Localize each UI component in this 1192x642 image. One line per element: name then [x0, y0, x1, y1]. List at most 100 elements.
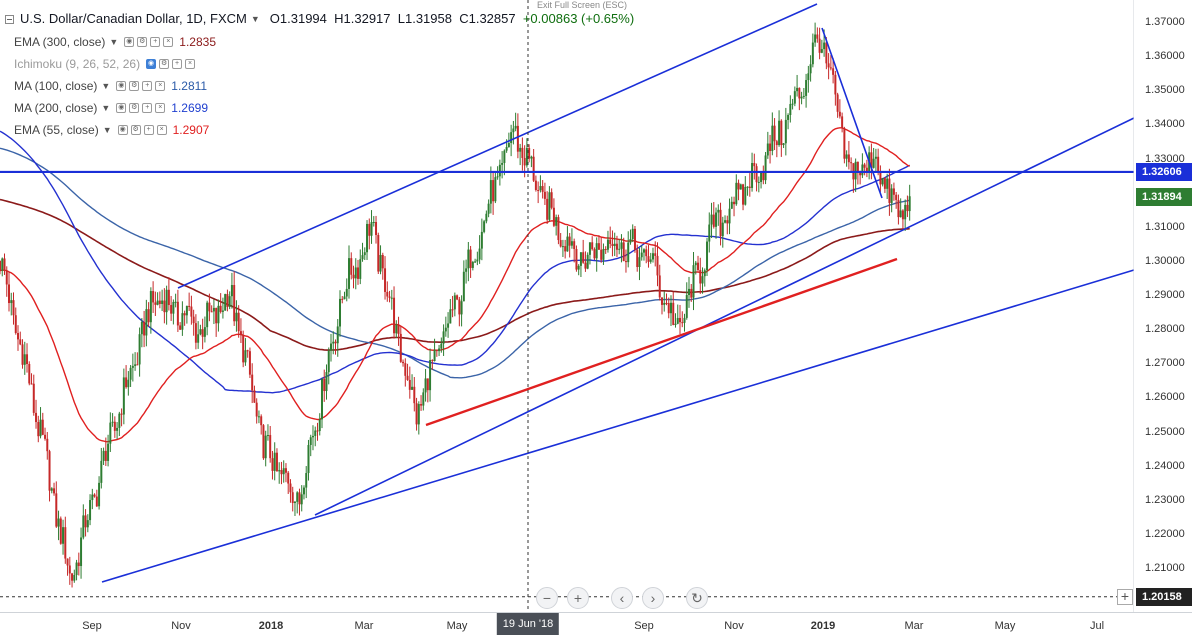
crosshair-price-label: 1.20158	[1136, 588, 1192, 606]
candle-body	[136, 364, 139, 366]
reset-chart-button[interactable]: ↻	[686, 587, 708, 609]
candle-body	[73, 575, 76, 581]
chevron-down-icon[interactable]: ▼	[101, 103, 111, 113]
settings-icon[interactable]: ⚙	[130, 125, 141, 135]
candle-body	[354, 267, 357, 279]
candle-body	[543, 191, 546, 199]
settings-icon[interactable]: ⚙	[159, 59, 170, 69]
indicator-label[interactable]: MA (100, close)	[14, 79, 98, 93]
close-icon[interactable]: ×	[155, 103, 166, 113]
candle-body	[510, 132, 513, 143]
candle-body	[370, 222, 373, 236]
candle-body	[487, 203, 490, 214]
close-icon[interactable]: ×	[155, 81, 166, 91]
indicator-label[interactable]: EMA (300, close)	[14, 35, 106, 49]
candle-body	[573, 241, 576, 250]
eye-icon[interactable]: ◉	[117, 125, 128, 135]
candle-body	[467, 249, 470, 269]
settings-icon[interactable]: ⚙	[129, 103, 140, 113]
candle-body	[208, 302, 211, 312]
hidden-eye-icon[interactable]: ◉	[146, 59, 157, 69]
settings-icon[interactable]: ⚙	[137, 37, 148, 47]
more-icon[interactable]: +	[150, 37, 161, 47]
price-tick-label: 1.29000	[1145, 289, 1185, 301]
candle-body	[210, 311, 213, 313]
chevron-down-icon[interactable]: ▼	[109, 37, 119, 47]
candle-body	[566, 236, 569, 252]
scroll-right-button[interactable]: ›	[642, 587, 664, 609]
settings-icon[interactable]: ⚙	[129, 81, 140, 91]
candle-body	[681, 322, 684, 324]
indicator-row-ma200: MA (200, close) ▼ ◉ ⚙ + × 1.2699	[0, 99, 208, 117]
price-axis[interactable]	[1134, 0, 1192, 612]
more-icon[interactable]: +	[142, 81, 153, 91]
symbol-title[interactable]: U.S. Dollar/Canadian Dollar, 1D, FXCM	[20, 11, 247, 26]
candle-body	[201, 329, 204, 337]
candle-body	[706, 241, 709, 271]
candle-body	[805, 80, 808, 96]
candle-body	[147, 309, 150, 323]
candle-body	[498, 164, 501, 177]
candle-body	[465, 268, 468, 272]
candle-body	[847, 154, 850, 163]
candle-body	[710, 214, 713, 225]
close-icon[interactable]: ×	[156, 125, 167, 135]
candle-body	[35, 412, 38, 423]
candle-body	[359, 259, 362, 279]
candle-body	[478, 248, 481, 260]
candle-body	[802, 95, 805, 97]
candle-body	[627, 242, 630, 263]
chevron-down-icon[interactable]: ▼	[250, 14, 260, 24]
candle-body	[23, 354, 26, 365]
support-trendline	[314, 117, 1135, 516]
candle-body	[152, 291, 155, 303]
zoom-out-button[interactable]: −	[536, 587, 558, 609]
candle-body	[316, 430, 319, 432]
eye-icon[interactable]: ◉	[116, 103, 127, 113]
close-icon[interactable]: ×	[185, 59, 196, 69]
candle-body	[215, 307, 218, 324]
candle-body	[381, 254, 384, 269]
candle-body	[764, 155, 767, 181]
indicator-label[interactable]: Ichimoku (9, 26, 52, 26)	[14, 57, 141, 71]
more-icon[interactable]: +	[142, 103, 153, 113]
candle-body	[548, 192, 551, 220]
more-icon[interactable]: +	[172, 59, 183, 69]
candle-body	[271, 458, 274, 471]
candle-body	[586, 254, 589, 269]
eye-icon[interactable]: ◉	[116, 81, 127, 91]
indicator-label[interactable]: MA (200, close)	[14, 101, 98, 115]
high-value: H1.32917	[334, 11, 391, 26]
candle-body	[89, 500, 92, 521]
add-price-line-icon[interactable]: +	[1117, 589, 1133, 605]
indicator-label[interactable]: EMA (55, close)	[14, 123, 99, 137]
candle-body	[352, 274, 355, 279]
close-icon[interactable]: ×	[163, 37, 174, 47]
candle-body	[269, 435, 272, 459]
candle-body	[552, 207, 555, 226]
candle-body	[93, 494, 96, 497]
candle-body	[48, 451, 51, 491]
candle-body	[253, 390, 256, 403]
candle-body	[206, 302, 209, 328]
chevron-down-icon[interactable]: ▼	[102, 125, 112, 135]
exit-full-screen-hint[interactable]: Exit Full Screen (ESC)	[537, 0, 628, 10]
candle-body	[537, 189, 540, 191]
candle-body	[843, 128, 846, 159]
eye-icon[interactable]: ◉	[124, 37, 135, 47]
zoom-in-button[interactable]: +	[567, 587, 589, 609]
chevron-down-icon[interactable]: ▼	[101, 81, 111, 91]
candle-body	[546, 198, 549, 220]
candle-body	[395, 324, 398, 334]
candle-body	[172, 301, 175, 314]
more-icon[interactable]: +	[143, 125, 154, 135]
collapse-legend-icon[interactable]	[5, 14, 14, 24]
candle-body	[516, 125, 519, 152]
indicator-row-ma100: MA (100, close) ▼ ◉ ⚙ + × 1.2811	[0, 77, 207, 95]
time-tick: May	[446, 620, 468, 632]
candle-body	[80, 537, 83, 567]
candle-body	[679, 317, 682, 323]
horizontal-line-price-label: 1.32606	[1136, 163, 1192, 181]
scroll-left-button[interactable]: ‹	[611, 587, 633, 609]
